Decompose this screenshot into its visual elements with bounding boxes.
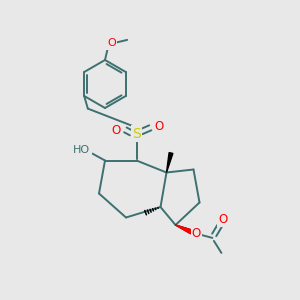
Text: S: S (132, 127, 141, 140)
Text: O: O (192, 227, 201, 240)
Text: O: O (112, 124, 121, 137)
Text: HO: HO (73, 145, 91, 155)
Text: O: O (154, 119, 163, 133)
Text: O: O (107, 38, 116, 49)
Polygon shape (167, 153, 173, 172)
Text: O: O (218, 213, 227, 226)
Polygon shape (176, 225, 192, 234)
Polygon shape (176, 225, 192, 234)
